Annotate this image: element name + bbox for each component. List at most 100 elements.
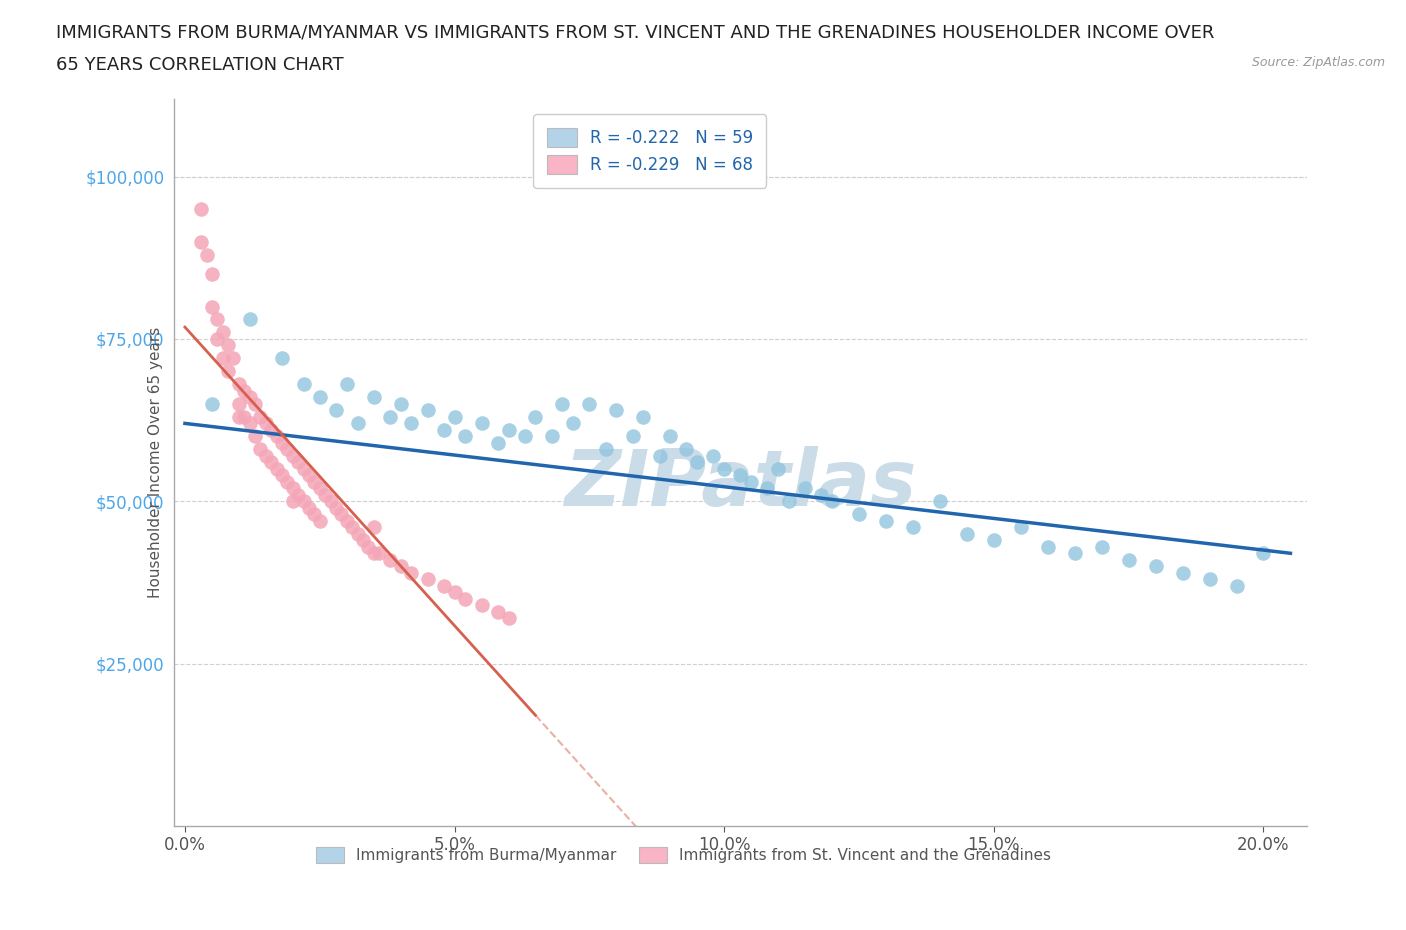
- Point: [228, 409, 250, 424]
- Point: [201, 396, 224, 411]
- Point: [228, 396, 250, 411]
- Point: [1225, 578, 1247, 593]
- Point: [195, 247, 218, 262]
- Legend: Immigrants from Burma/Myanmar, Immigrants from St. Vincent and the Grenadines: Immigrants from Burma/Myanmar, Immigrant…: [311, 841, 1057, 870]
- Point: [190, 234, 212, 249]
- Point: [524, 409, 547, 424]
- Point: [605, 403, 627, 418]
- Point: [956, 526, 979, 541]
- Point: [713, 461, 735, 476]
- Point: [1253, 546, 1275, 561]
- Point: [766, 461, 789, 476]
- Point: [281, 481, 304, 496]
- Point: [271, 351, 294, 365]
- Point: [233, 409, 256, 424]
- Point: [287, 455, 309, 470]
- Point: [740, 474, 762, 489]
- Point: [292, 377, 315, 392]
- Point: [292, 494, 315, 509]
- Point: [340, 520, 363, 535]
- Point: [648, 448, 671, 463]
- Point: [292, 461, 315, 476]
- Point: [1144, 559, 1167, 574]
- Point: [207, 312, 229, 327]
- Point: [298, 500, 321, 515]
- Point: [633, 409, 655, 424]
- Point: [1091, 539, 1114, 554]
- Point: [401, 416, 423, 431]
- Point: [778, 494, 800, 509]
- Point: [1171, 565, 1194, 580]
- Point: [433, 422, 456, 437]
- Point: [540, 429, 562, 444]
- Point: [249, 442, 271, 457]
- Point: [298, 468, 321, 483]
- Point: [470, 598, 492, 613]
- Point: [243, 396, 266, 411]
- Point: [498, 422, 520, 437]
- Point: [848, 507, 870, 522]
- Point: [260, 455, 283, 470]
- Point: [271, 468, 294, 483]
- Point: [513, 429, 536, 444]
- Point: [875, 513, 897, 528]
- Point: [211, 351, 233, 365]
- Point: [983, 533, 1005, 548]
- Point: [1198, 572, 1220, 587]
- Point: [416, 403, 439, 418]
- Point: [756, 481, 779, 496]
- Point: [254, 448, 277, 463]
- Point: [821, 494, 844, 509]
- Point: [314, 487, 336, 502]
- Point: [443, 585, 465, 600]
- Point: [276, 442, 298, 457]
- Point: [901, 520, 924, 535]
- Point: [308, 481, 330, 496]
- Point: [443, 409, 465, 424]
- Point: [454, 591, 477, 606]
- Point: [330, 507, 353, 522]
- Point: [486, 604, 509, 619]
- Point: [211, 326, 233, 340]
- Point: [239, 416, 262, 431]
- Text: IMMIGRANTS FROM BURMA/MYANMAR VS IMMIGRANTS FROM ST. VINCENT AND THE GRENADINES : IMMIGRANTS FROM BURMA/MYANMAR VS IMMIGRA…: [56, 23, 1215, 41]
- Point: [308, 513, 330, 528]
- Point: [201, 299, 224, 314]
- Point: [249, 409, 271, 424]
- Point: [239, 390, 262, 405]
- Point: [498, 611, 520, 626]
- Point: [304, 474, 326, 489]
- Point: [810, 487, 832, 502]
- Point: [794, 481, 817, 496]
- Point: [562, 416, 585, 431]
- Point: [217, 338, 239, 352]
- Point: [1118, 552, 1140, 567]
- Point: [363, 520, 385, 535]
- Point: [243, 429, 266, 444]
- Text: 65 YEARS CORRELATION CHART: 65 YEARS CORRELATION CHART: [56, 56, 344, 73]
- Point: [389, 396, 412, 411]
- Point: [239, 312, 262, 327]
- Point: [454, 429, 477, 444]
- Point: [336, 377, 359, 392]
- Point: [281, 448, 304, 463]
- Point: [346, 526, 368, 541]
- Point: [308, 390, 330, 405]
- Point: [281, 494, 304, 509]
- Point: [486, 435, 509, 450]
- Point: [228, 377, 250, 392]
- Point: [368, 546, 391, 561]
- Point: [389, 559, 412, 574]
- Point: [551, 396, 574, 411]
- Point: [287, 487, 309, 502]
- Point: [929, 494, 952, 509]
- Point: [416, 572, 439, 587]
- Point: [304, 507, 326, 522]
- Point: [254, 416, 277, 431]
- Point: [190, 202, 212, 217]
- Point: [207, 331, 229, 346]
- Point: [730, 468, 752, 483]
- Point: [470, 416, 492, 431]
- Point: [702, 448, 724, 463]
- Point: [357, 539, 380, 554]
